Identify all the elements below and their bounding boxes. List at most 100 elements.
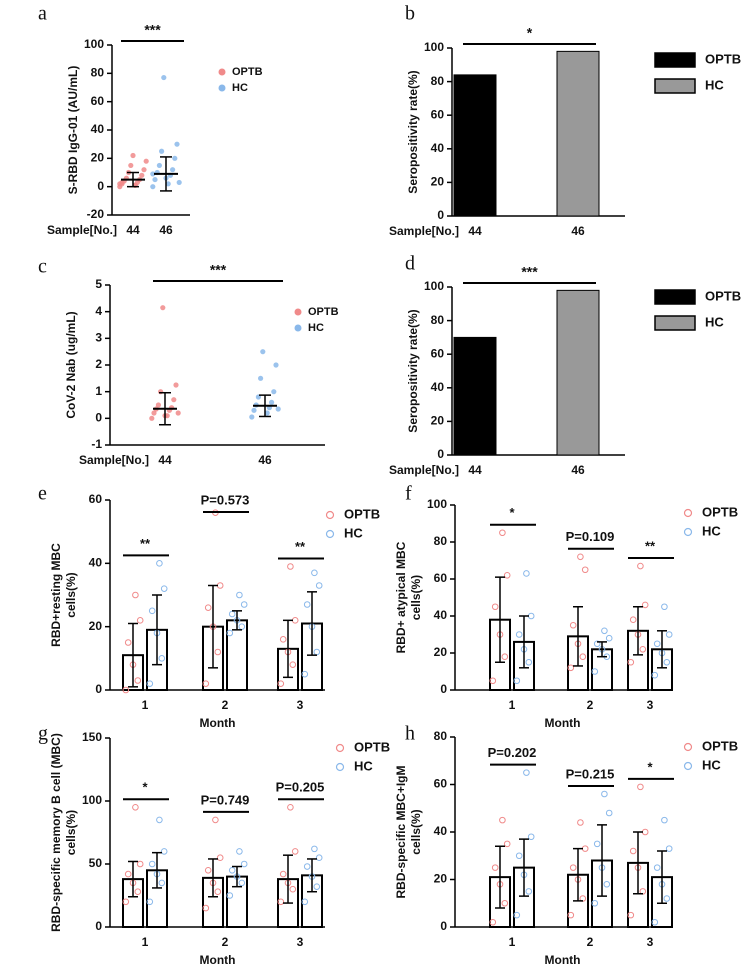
data-point [173,382,179,388]
x-tick-label: 3 [297,935,304,949]
data-point [501,899,509,907]
x-tick-label: 2 [222,698,229,712]
bar [453,336,497,456]
y-tick-label: 0 [440,919,447,933]
data-point [577,553,584,561]
data-point [160,585,168,592]
legend-marker [294,324,302,332]
data-point [149,415,155,421]
legend-marker [335,743,345,753]
data-point [577,819,584,826]
legend-label: OPTB [705,51,741,66]
data-point [279,870,287,878]
data-point [605,634,613,642]
data-point [627,658,635,666]
y-tick-label: 60 [431,346,445,360]
data-point [251,407,257,413]
data-point [171,397,177,403]
data-point [258,375,264,381]
data-point [238,623,246,630]
legend-swatch [654,315,696,331]
data-point [228,867,236,874]
data-point [159,148,165,154]
significance-label: *** [521,264,538,280]
y-tick-label: 100 [427,497,447,511]
legend-label: OPTB [232,66,263,78]
data-point [155,402,161,408]
data-point [663,895,671,902]
y-tick-label: 40 [431,380,445,394]
y-tick-label: 20 [434,872,448,886]
y-tick-label: 20 [89,619,103,633]
data-point [641,601,649,609]
data-point [287,804,294,811]
legend-label: HC [308,322,324,334]
y-axis-label: RBD+ atypical MBC [394,541,408,653]
data-point [665,631,673,638]
legend-label: OPTB [702,504,738,519]
y-tick-label: 0 [437,208,444,222]
data-point [665,845,673,852]
data-point [165,181,171,187]
data-point [627,911,635,919]
data-point [491,864,499,871]
data-point [156,816,163,824]
data-point [499,816,506,824]
data-point [238,879,246,887]
data-point [313,883,321,890]
data-point [289,885,297,893]
legend-swatch [654,289,696,305]
x-tick-label: 44 [468,463,482,477]
panel-letter: e [38,483,47,505]
y-axis-label: Seropositivity rate(%) [406,70,420,193]
data-point [629,847,637,855]
bar [226,619,248,691]
significance-label: P=0.573 [201,492,250,507]
data-point [146,898,154,906]
y-tick-label: 40 [434,824,448,838]
data-point [146,680,154,687]
y-axis-label: RBD-specific memory B cell (MBC) [49,733,63,932]
data-point [569,621,577,629]
significance-label: P=0.109 [566,529,615,544]
data-point [122,898,130,906]
y-tick-label: 100 [424,279,444,293]
data-point [313,648,321,656]
legend-label: OPTB [344,506,380,521]
data-point [311,569,318,577]
data-point [567,664,575,672]
data-point [501,653,509,661]
data-point [301,898,309,906]
x-tick-label: 44 [158,453,172,467]
data-point [130,152,136,159]
y-tick-label: 40 [431,141,445,155]
significance-label: ** [295,539,306,554]
data-point [503,840,511,848]
x-tick-label: 46 [571,463,585,477]
x-tick-label: 2 [587,935,594,949]
data-point [226,892,234,899]
data-point [663,658,671,666]
significance-label: *** [144,22,161,38]
data-point [275,406,281,412]
data-point [158,655,166,662]
panel-letter: b [405,3,415,25]
y-tick-label: 2 [95,357,102,371]
x-tick-label: 1 [509,935,516,949]
data-point [513,911,521,919]
data-point [525,888,533,895]
data-point [581,566,589,574]
legend-swatch [654,52,696,68]
data-point [124,639,132,646]
data-point [148,860,156,868]
data-point [661,603,668,611]
data-point [303,863,311,870]
legend-marker [683,761,693,771]
data-point [653,640,661,648]
data-point [273,362,279,368]
data-point [150,171,156,177]
data-point [279,636,287,643]
bar [453,74,497,217]
y-tick-label: 80 [434,534,448,548]
data-point [605,809,613,817]
